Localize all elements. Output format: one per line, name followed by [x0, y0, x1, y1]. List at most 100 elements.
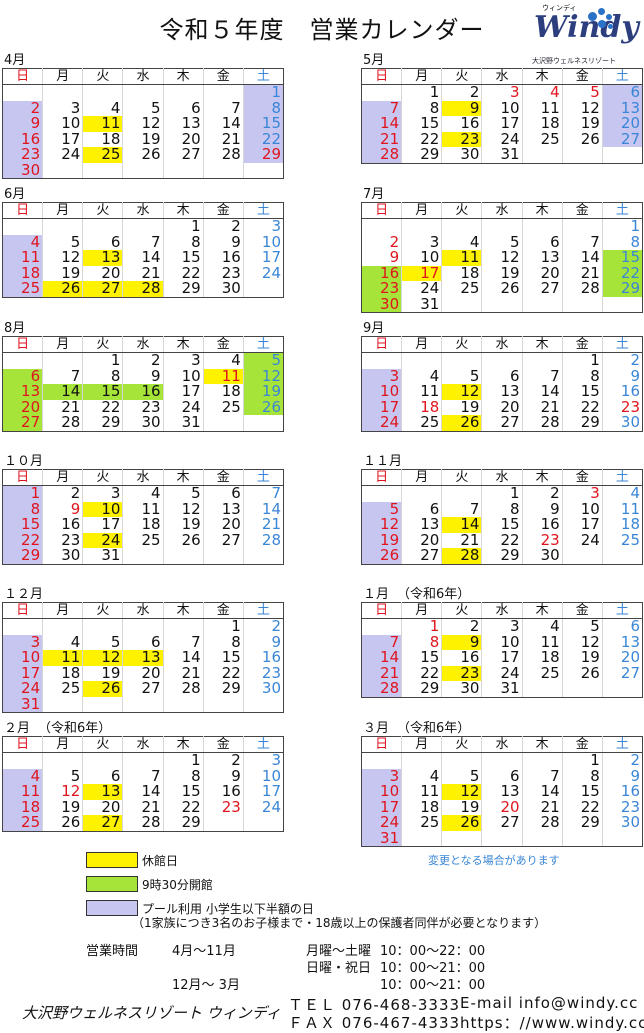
- day-cell: 21: [202, 131, 244, 147]
- day-cell: 13: [202, 501, 244, 517]
- day-cell: 31: [360, 830, 403, 847]
- day-cell: 28: [122, 815, 164, 832]
- hours-holiday-time: 10：00～21：00: [380, 961, 486, 976]
- weekday-header: 日: [1, 602, 44, 619]
- weekday-header: 土: [601, 68, 644, 85]
- weekday-header: 金: [202, 469, 244, 486]
- hours-winter-time: 10：00～21：00: [380, 978, 486, 993]
- month-label: 8月: [2, 322, 284, 336]
- weekday-header: 火: [441, 736, 483, 753]
- website-link[interactable]: https：//www.windy.cc: [460, 1014, 644, 1032]
- day-cell: 24: [162, 399, 204, 415]
- weekday-header: 月: [401, 736, 443, 753]
- day-cell: 9: [1, 116, 44, 132]
- day-cell: 18: [441, 265, 483, 281]
- weekday-header: 金: [561, 469, 603, 486]
- day-cell: 12: [360, 517, 403, 533]
- day-cell: 26: [360, 548, 403, 565]
- weekday-header: 土: [242, 602, 285, 619]
- day-cell: 20: [601, 650, 644, 666]
- day-cell: 27: [122, 681, 164, 697]
- day-cell: 26: [242, 399, 285, 415]
- weekday-header: 土: [242, 736, 285, 753]
- email-link[interactable]: E-mail info@windy.cc: [460, 994, 639, 1012]
- weekday-header: 日: [1, 336, 44, 353]
- month-calendar: 6月日月火水木金土 1 2 3 4 5 6 7 8 9 10 11 12 13 14 15 16 17 18 19 20…: [1, 187, 285, 298]
- day-cell: [601, 147, 644, 164]
- month-label: ２月 （令和6年）: [2, 722, 284, 736]
- day-cell: 4: [601, 485, 644, 502]
- day-cell: 3: [360, 368, 403, 384]
- day-cell: 26: [561, 665, 603, 681]
- month-label: １２月: [2, 588, 284, 602]
- day-cell: 14: [122, 784, 164, 800]
- changes-note: 変更となる場合があります: [428, 854, 560, 867]
- day-cell: 27: [82, 815, 124, 832]
- day-cell: 19: [42, 265, 84, 281]
- day-cell: 30: [1, 162, 44, 179]
- day-cell: 22: [82, 399, 124, 415]
- day-cell: 18: [122, 517, 164, 533]
- weekday-header: 土: [601, 336, 644, 353]
- weekday-header: 月: [42, 68, 84, 85]
- day-cell: 5: [242, 352, 285, 369]
- weekday-header: 水: [481, 68, 523, 85]
- weekday-header: 水: [122, 469, 164, 486]
- day-cell: 3: [1, 634, 44, 650]
- day-cell: 20: [401, 532, 443, 548]
- windy-logo: ウィンディ Windy 大沢野ウェルネスリゾート: [528, 2, 639, 66]
- day-cell: [601, 296, 644, 313]
- day-cell: [162, 696, 204, 713]
- phone-number: ＴＥＬ 076-468-3333: [288, 996, 461, 1014]
- weekday-header: 土: [242, 469, 285, 486]
- day-cell: 24: [360, 815, 403, 831]
- day-cell: 8: [1, 501, 44, 517]
- day-cell: 26: [42, 281, 84, 298]
- day-cell: [441, 296, 483, 313]
- month-label: 9月: [361, 322, 643, 336]
- day-cell: 10: [561, 501, 603, 517]
- day-cell: 10: [360, 384, 403, 400]
- day-cell: 31: [481, 147, 523, 164]
- weekday-header: 木: [162, 736, 204, 753]
- month-calendar: １１月日月火水木金土 1 2 3 4 5 6 7 8 9 10 11 12 13 14 15 16 17 18 19 2…: [360, 454, 644, 565]
- day-cell: 15: [242, 116, 285, 132]
- day-cell: 21: [561, 265, 603, 281]
- day-cell: 23: [122, 399, 164, 415]
- day-cell: 23: [601, 399, 644, 415]
- weekday-header: 水: [122, 68, 164, 85]
- day-cell: 19: [561, 650, 603, 666]
- weekday-header: 月: [42, 602, 84, 619]
- legend-swatch-purple: [86, 900, 138, 916]
- weekday-header: 日: [360, 336, 403, 353]
- day-cell: 11: [1, 250, 44, 266]
- day-cell: 14: [242, 501, 285, 517]
- weekday-header: 金: [561, 602, 603, 619]
- day-cell: 30: [521, 548, 563, 565]
- day-cell: 27: [601, 131, 644, 147]
- legend-label: 休館日: [142, 854, 179, 868]
- day-cell: 9: [242, 634, 285, 650]
- month-name: 6月: [4, 187, 26, 202]
- day-cell: 26: [481, 281, 523, 297]
- month-calendar: ３月 （令和6年）日月火水木金土 1 2 3 4 5 6 7 8 9 10 11 12 13 14 15 16 17…: [360, 722, 644, 847]
- weekday-header: 水: [481, 202, 523, 219]
- day-cell: [521, 147, 563, 164]
- day-cell: 18: [1, 799, 44, 815]
- day-cell: 28: [42, 415, 84, 432]
- day-cell: 18: [1, 265, 44, 281]
- day-cell: [561, 681, 603, 698]
- day-cell: 21: [441, 532, 483, 548]
- day-cell: [601, 681, 644, 698]
- day-cell: 29: [401, 681, 443, 698]
- day-cell: 16: [441, 116, 483, 132]
- day-cell: 28: [521, 815, 563, 831]
- day-cell: 19: [82, 665, 124, 681]
- day-cell: 27: [162, 147, 204, 163]
- month-calendar: １２月日月火水木金土 1 2 3 4 5 6 7 8 9 10 11 12 13 14 15 16 17 18 19 2…: [1, 588, 285, 713]
- weekday-header: 水: [481, 602, 523, 619]
- hours-label: 営業時間: [86, 944, 139, 959]
- day-cell: 1: [1, 485, 44, 502]
- day-cell: 13: [82, 784, 124, 800]
- month-name: １１月: [363, 454, 403, 469]
